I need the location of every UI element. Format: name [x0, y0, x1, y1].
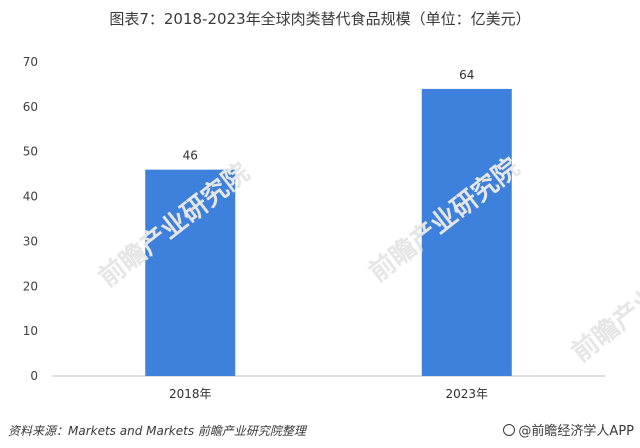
chart-title: 图表7：2018-2023年全球肉类替代食品规模（单位：亿美元）	[109, 10, 531, 28]
y-tick-label: 0	[30, 369, 38, 383]
y-tick-label: 40	[23, 190, 38, 204]
y-tick-label: 50	[23, 145, 38, 159]
y-tick-label: 60	[23, 100, 38, 114]
x-tick-label: 2018年	[169, 387, 212, 401]
y-tick-label: 20	[23, 279, 38, 293]
y-tick-label: 70	[23, 55, 38, 69]
y-tick-label: 30	[23, 234, 38, 248]
credit-text: @前瞻经济学人APP	[518, 424, 634, 439]
x-tick-label: 2023年	[445, 387, 488, 401]
bar-2	[421, 88, 512, 377]
brand-logo-icon	[503, 423, 516, 436]
y-tick-label: 10	[23, 324, 38, 338]
data-label: 46	[183, 149, 198, 163]
bar-1	[145, 169, 236, 376]
source-note: 资料来源：Markets and Markets 前瞻产业研究院整理	[8, 424, 306, 438]
data-label: 64	[459, 68, 474, 82]
credit: @前瞻经济学人APP	[503, 420, 634, 439]
